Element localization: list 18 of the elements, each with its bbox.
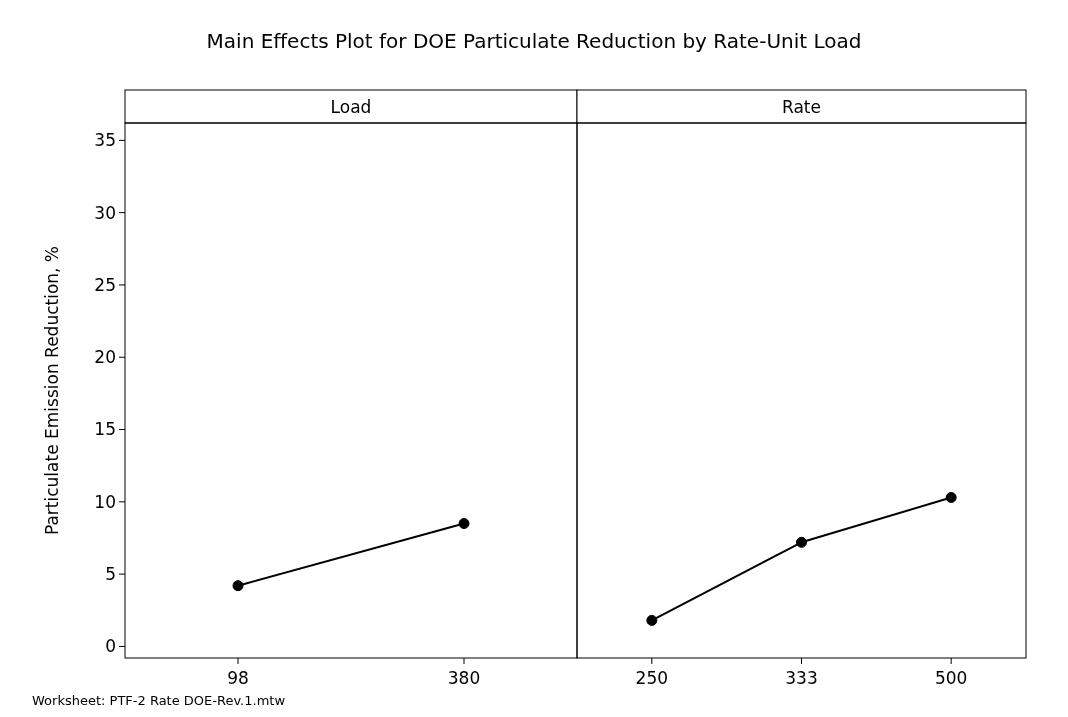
y-tick-label: 30 xyxy=(94,202,116,223)
y-tick-label: 0 xyxy=(105,636,116,657)
text: Worksheet: PTF-2 Rate DOE-Rev.1.mtw xyxy=(32,693,286,708)
x-tick-label: 380 xyxy=(447,668,481,688)
chart-subtitle: Load xyxy=(330,97,372,117)
x-tick-label: 250 xyxy=(635,668,669,688)
y-tick-label: 35 xyxy=(94,130,116,151)
x-tick-label: 500 xyxy=(934,668,968,688)
y-tick-label: 10 xyxy=(94,491,116,512)
y-tick-label: 20 xyxy=(94,347,116,368)
chart-subtitle: Rate xyxy=(782,97,821,117)
y-axis-title: Particulate Emission Reduction, % xyxy=(42,245,62,536)
y-tick-label: 15 xyxy=(94,419,116,440)
chart-title: Main Effects Plot for DOE Particulate Reduction by Rate-Unit Load xyxy=(206,29,862,53)
y-tick-label: 5 xyxy=(105,564,116,585)
x-tick-label: 333 xyxy=(785,668,818,688)
x-tick-label: 98 xyxy=(227,668,249,688)
y-tick-label: 25 xyxy=(94,274,116,295)
